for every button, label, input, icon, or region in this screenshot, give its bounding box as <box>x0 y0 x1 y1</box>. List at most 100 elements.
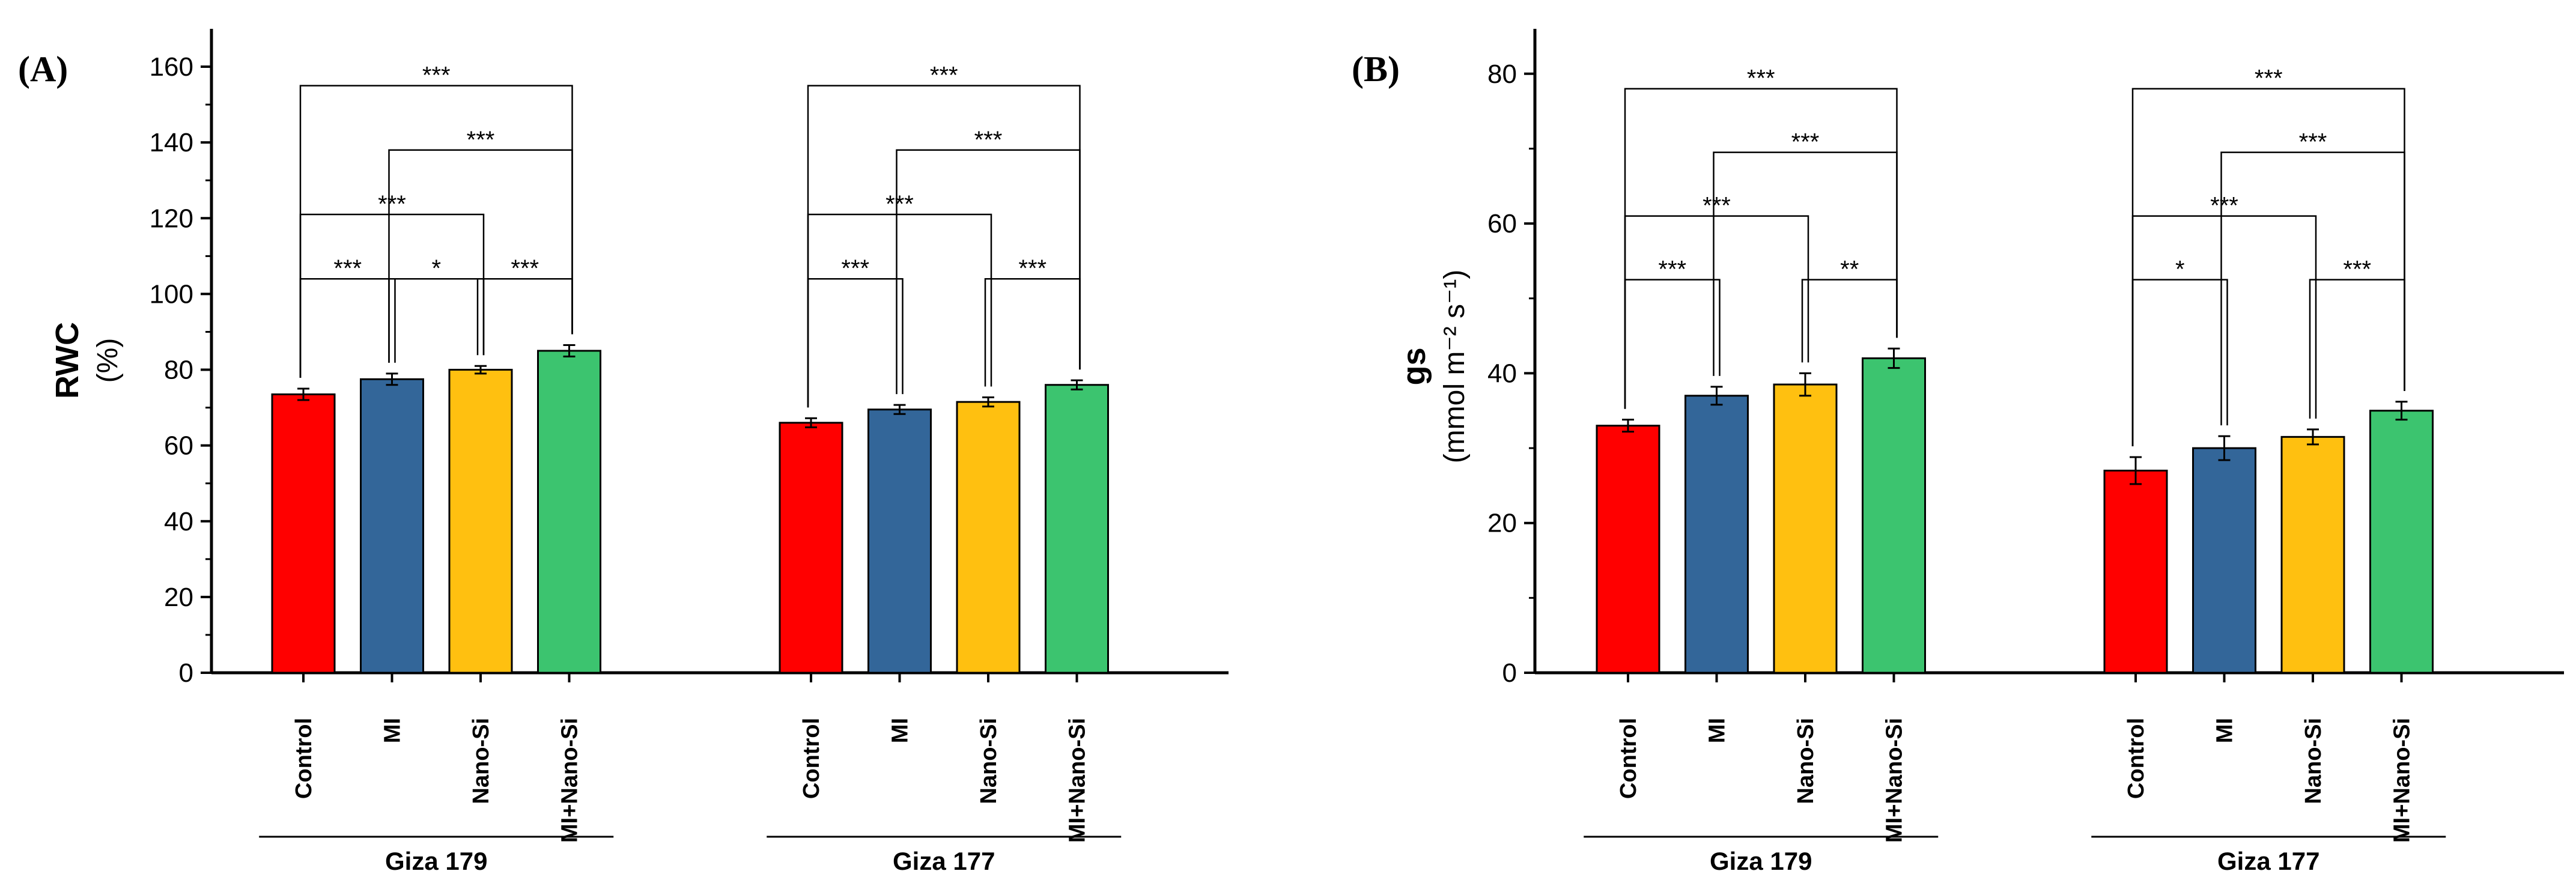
y-tick-label: 20 <box>164 583 193 612</box>
category-label: Nano-Si <box>976 718 1001 804</box>
y-tick-label: 20 <box>1487 509 1517 538</box>
significance-label: *** <box>467 127 495 153</box>
significance-bracket <box>1624 215 1809 409</box>
bar-control <box>779 422 843 674</box>
chart-panel-1: (B) gs (mmol m⁻² s⁻¹) 0 20 40 60 80 Control MI Nan… <box>1352 29 2564 875</box>
significance-bracket <box>299 278 396 378</box>
significance-bracket <box>1624 88 1898 409</box>
significance-bracket <box>2131 279 2228 447</box>
significance-bracket <box>2220 151 2405 426</box>
significance-bracket <box>807 213 992 408</box>
category-label: Control <box>1616 718 1641 799</box>
significance-label: *** <box>1747 65 1775 92</box>
bar-mi <box>2192 447 2256 674</box>
significance-label: *** <box>1018 255 1046 282</box>
significance-label: *** <box>511 255 539 282</box>
significance-bracket <box>896 149 1081 395</box>
y-tick-label: 80 <box>164 356 193 385</box>
significance-bracket <box>1624 279 1721 409</box>
y-axis-title: gs <box>1396 347 1432 385</box>
significance-label: *** <box>2255 65 2283 92</box>
bar-mi-nano-si <box>1862 357 1926 674</box>
bar-nano-si <box>1773 383 1838 674</box>
significance-bracket <box>807 278 904 408</box>
significance-label: *** <box>930 62 958 89</box>
significance-bracket <box>299 213 485 378</box>
category-label: Control <box>799 718 824 799</box>
y-axis-unit: (%) <box>92 338 124 383</box>
significance-label: ** <box>1840 256 1859 283</box>
significance-bracket <box>299 85 573 378</box>
category-label: Nano-Si <box>469 718 494 804</box>
category-label: Nano-Si <box>1793 718 1818 804</box>
group-label: Giza 177 <box>2217 847 2319 875</box>
significance-label: *** <box>1658 256 1686 283</box>
y-tick-label: 0 <box>179 658 193 688</box>
category-label: Nano-Si <box>2301 718 2326 804</box>
category-label: MI+Nano-Si <box>557 718 583 843</box>
y-axis-unit: (mmol m⁻² s⁻¹) <box>1439 270 1471 464</box>
bar-nano-si <box>448 369 513 674</box>
y-tick-label: 140 <box>150 128 193 157</box>
y-tick-label: 100 <box>150 279 193 309</box>
y-tick-label: 80 <box>1487 59 1517 89</box>
category-label: MI <box>2213 718 2238 743</box>
significance-bracket <box>2131 215 2317 447</box>
y-tick-label: 0 <box>1502 658 1517 688</box>
significance-bracket <box>1713 151 1898 376</box>
significance-label: * <box>2175 256 2185 283</box>
significance-label: *** <box>1703 193 1731 219</box>
panel-label: (B) <box>1352 49 1400 89</box>
bar-mi-nano-si <box>1045 384 1109 674</box>
y-tick-label: 120 <box>150 204 193 233</box>
significance-label: *** <box>2343 256 2371 283</box>
y-tick-label: 40 <box>1487 359 1517 388</box>
group-label: Giza 179 <box>385 847 487 875</box>
bar-mi <box>360 378 424 674</box>
bar-mi-nano-si <box>2369 410 2434 674</box>
category-label: MI+Nano-Si <box>2390 718 2415 843</box>
category-label: MI+Nano-Si <box>1882 718 1907 843</box>
category-label: Control <box>291 718 317 799</box>
category-label: MI <box>888 718 913 743</box>
significance-bracket <box>388 149 573 363</box>
significance-bracket <box>2309 279 2405 419</box>
y-tick-label: 160 <box>150 52 193 82</box>
significance-label: *** <box>422 62 451 89</box>
bar-mi-nano-si <box>537 350 601 674</box>
panel-label: (A) <box>18 49 68 89</box>
significance-label: *** <box>2210 193 2238 219</box>
group-label: Giza 177 <box>893 847 995 875</box>
significance-label: *** <box>378 191 406 217</box>
significance-bracket <box>984 278 1081 387</box>
significance-label: * <box>431 255 441 282</box>
significance-bracket <box>476 278 573 356</box>
bar-control <box>271 393 336 674</box>
bar-control <box>1596 425 1660 674</box>
significance-label: *** <box>841 255 869 282</box>
significance-label: *** <box>974 127 1003 153</box>
significance-bracket <box>388 278 485 363</box>
y-tick-label: 60 <box>164 431 193 461</box>
y-tick-label: 40 <box>164 507 193 536</box>
category-label: MI <box>380 718 406 743</box>
bar-mi <box>867 408 932 674</box>
significance-label: *** <box>1791 129 1820 156</box>
category-label: MI <box>1705 718 1730 743</box>
category-label: MI+Nano-Si <box>1065 718 1090 843</box>
group-label: Giza 179 <box>1710 847 1812 875</box>
significance-bracket <box>1801 279 1898 363</box>
bar-control <box>2103 469 2168 674</box>
category-label: Control <box>2124 718 2149 799</box>
y-tick-label: 60 <box>1487 209 1517 238</box>
significance-label: *** <box>886 191 914 217</box>
significance-label: *** <box>333 255 362 282</box>
chart-panel-0: (A) RWC (%) 0 20 40 60 80 100 120 140 160 Control MI N… <box>18 29 1229 875</box>
bar-nano-si <box>2280 435 2345 674</box>
bar-mi <box>1684 395 1749 674</box>
bar-nano-si <box>956 401 1021 674</box>
significance-label: *** <box>2299 129 2327 156</box>
significance-bracket <box>807 85 1081 408</box>
y-axis-title: RWC <box>49 322 85 399</box>
